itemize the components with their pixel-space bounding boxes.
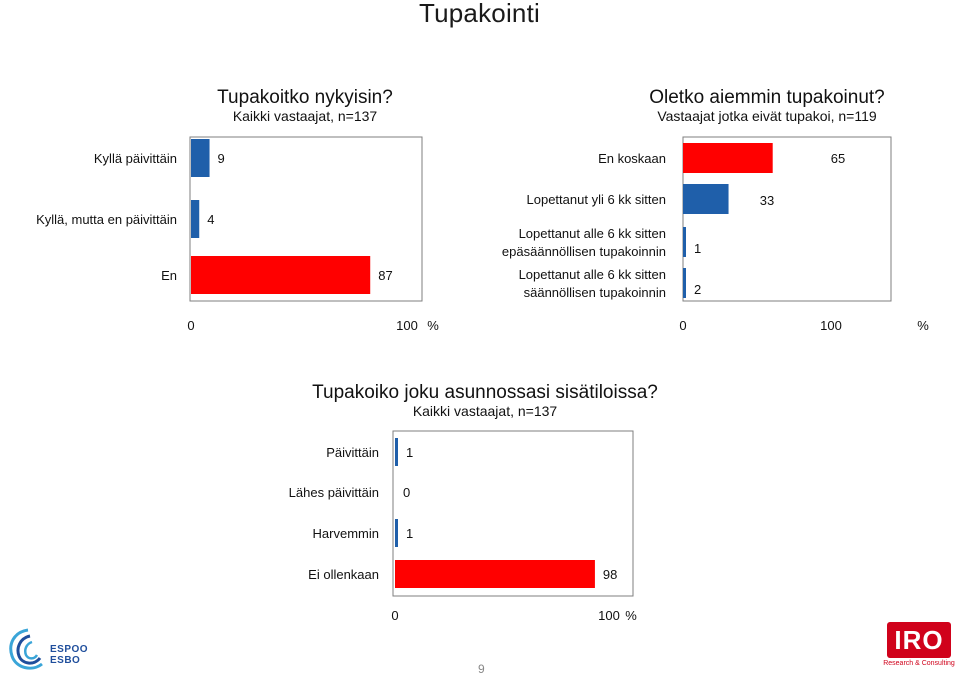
iro-tagline: Research & Consulting: [883, 660, 955, 667]
chart3-value-label: 98: [603, 567, 617, 582]
chart3-title: Tupakoiko joku asunnossasi sisätiloissa?: [312, 382, 658, 403]
chart3-subtitle: Kaikki vastaajat, n=137: [413, 403, 558, 419]
chart1-value-label: 4: [207, 212, 214, 227]
chart1-bar: [191, 139, 210, 177]
chart2-bar: [683, 143, 773, 173]
chart1-title: Tupakoitko nykyisin?: [217, 87, 393, 108]
chart2-bar: [683, 227, 686, 257]
chart2-value-label: 2: [694, 282, 701, 297]
page-title: Tupakointi: [419, 0, 540, 28]
chart2-category-label: Lopettanut alle 6 kk sitten: [519, 267, 666, 282]
chart1-bar: [191, 256, 371, 294]
chart2-category-label: Lopettanut yli 6 kk sitten: [527, 192, 666, 207]
chart1-category-label: Kyllä, mutta en päivittäin: [36, 212, 177, 227]
chart1-category-label: En: [161, 268, 177, 283]
chart2-tick-label: 0: [679, 318, 686, 333]
chart3-category-label: Ei ollenkaan: [308, 567, 379, 582]
chart2-category-label: En koskaan: [598, 151, 666, 166]
chart3-bar: [395, 519, 398, 547]
chart1-tick-label: 100: [396, 318, 418, 333]
chart2-frame: [682, 136, 892, 302]
chart2-value-label: 33: [760, 193, 774, 208]
chart3-value-label: 1: [406, 445, 413, 460]
chart3-category-label: Päivittäin: [326, 445, 379, 460]
chart1-value-label: 9: [218, 151, 225, 166]
chart1-value-label: 87: [378, 268, 392, 283]
chart2-value-label: 1: [694, 241, 701, 256]
espoo-line2: ESBO: [50, 655, 81, 666]
chart2-category-label: epäsäännöllisen tupakoinnin: [502, 244, 666, 259]
chart3-bar: [395, 560, 595, 588]
chart3-category-label: Lähes päivittäin: [289, 485, 379, 500]
chart1-tick-label: 0: [187, 318, 194, 333]
page-number: 9: [478, 662, 485, 676]
chart1-frame: [189, 136, 423, 302]
espoo-line1: ESPOO: [50, 644, 89, 655]
chart2-subtitle: Vastaajat jotka eivät tupakoi, n=119: [657, 108, 877, 124]
chart1-category-label: Kyllä päivittäin: [94, 151, 177, 166]
chart2-value-label: 65: [831, 151, 845, 166]
chart3-frame: [392, 430, 634, 597]
chart3-tick-label: 0: [391, 608, 398, 623]
chart2-unit-label: %: [917, 318, 929, 333]
chart3-value-label: 1: [406, 526, 413, 541]
iro-logo: IRO Research & Consulting: [883, 620, 955, 674]
chart1-unit-label: %: [427, 318, 439, 333]
chart3-category-label: Harvemmin: [313, 526, 379, 541]
espoo-emblem-icon: [9, 628, 43, 670]
chart2-bar: [683, 268, 686, 298]
chart2-tick-label: 100: [820, 318, 842, 333]
chart1-subtitle: Kaikki vastaajat, n=137: [233, 108, 378, 124]
chart3-value-label: 0: [403, 485, 410, 500]
chart2-category-label: säännöllisen tupakoinnin: [524, 285, 666, 300]
chart2-title: Oletko aiemmin tupakoinut?: [649, 87, 885, 108]
chart3-bar: [395, 438, 398, 466]
chart3-tick-label: 100: [598, 608, 620, 623]
chart1-bar: [191, 200, 200, 238]
espoo-logo: ESPOO ESBO: [6, 626, 96, 674]
iro-wordmark: IRO: [887, 622, 951, 658]
chart3-unit-label: %: [625, 608, 637, 623]
chart2-category-label: Lopettanut alle 6 kk sitten: [519, 226, 666, 241]
espoo-wordmark: ESPOO ESBO: [50, 644, 88, 666]
chart2-bar: [683, 184, 729, 214]
